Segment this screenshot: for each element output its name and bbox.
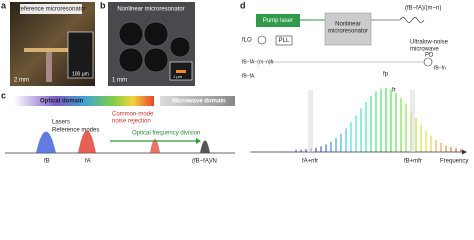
- signal-label: (fB−fA)/(m−n): [405, 6, 441, 12]
- freq-label: fp: [383, 72, 389, 78]
- resonator-box: [324, 12, 372, 46]
- scale-bar: 100 μm: [72, 71, 89, 77]
- arrow-head: [196, 138, 201, 144]
- signal-label: fB−fA: [242, 73, 255, 79]
- peak: [150, 139, 160, 153]
- annotation: Optical frequency division: [132, 131, 200, 137]
- domain-bar: [14, 96, 154, 106]
- box-label: PLL: [279, 38, 290, 44]
- freq-label: fr: [392, 88, 396, 94]
- domain-bar: [160, 96, 235, 106]
- peak: [200, 140, 210, 153]
- peak: [36, 131, 56, 153]
- annotation: Lasers: [52, 120, 70, 126]
- highlight: [308, 90, 313, 152]
- panel-label: b: [100, 0, 106, 10]
- annotation: Common-mode: [112, 112, 154, 118]
- photo-title: Nonlinear microresonator: [117, 7, 184, 13]
- box-label: Nonlinear: [335, 22, 361, 28]
- figure: a Reference microresonator 2 mm 100 μm b…: [1, 0, 468, 165]
- pump-laser: [256, 14, 300, 27]
- signal-label: fB−fA−(m−n)fr: [242, 59, 274, 65]
- scale-bar: 1 mm: [112, 78, 127, 84]
- box-label: Pump laser: [263, 18, 293, 24]
- axis-arrow: [462, 149, 467, 155]
- scale-bar: 2 mm: [14, 78, 29, 84]
- annotation: noise rejection: [112, 119, 151, 125]
- pll-box: [275, 35, 293, 46]
- mixer: [257, 35, 267, 45]
- signal-label: fLO: [242, 38, 252, 44]
- freq-label: fA: [85, 159, 91, 165]
- inset-glow: [176, 70, 186, 73]
- scale-bar: 1 μm: [173, 74, 183, 79]
- annotation: microwave: [410, 47, 439, 53]
- box-label: microresonator: [328, 29, 368, 35]
- annotation: Ultralow-noise: [410, 40, 449, 46]
- signal-label: fB−fn: [434, 65, 446, 71]
- freq-label: fB+mfr: [404, 159, 422, 165]
- annotation: Reference modes: [52, 128, 99, 134]
- title-box: [20, 4, 82, 14]
- resonator: [24, 48, 74, 52]
- waveform: [399, 17, 425, 23]
- panel-label: c: [1, 90, 6, 100]
- photodetector: [423, 57, 433, 67]
- peak: [78, 130, 96, 153]
- panel-label: d: [240, 0, 246, 10]
- freq-label: fA+nfr: [302, 159, 318, 165]
- domain-title: Microwave domain: [172, 99, 226, 105]
- axis-label: Frequency: [440, 159, 468, 165]
- panel-label: a: [1, 0, 7, 10]
- highlight: [410, 90, 415, 152]
- box-label: PD: [425, 53, 434, 59]
- wafer-chips: [118, 21, 191, 73]
- freq-label: fB: [44, 159, 50, 165]
- inset: [67, 31, 94, 79]
- freq-label: (fB−fA)/N: [192, 159, 217, 165]
- comb: [295, 88, 462, 152]
- photo-title: Reference microresonator: [16, 7, 85, 13]
- stem: [46, 52, 52, 82]
- domain-title: Optical domain: [40, 99, 84, 105]
